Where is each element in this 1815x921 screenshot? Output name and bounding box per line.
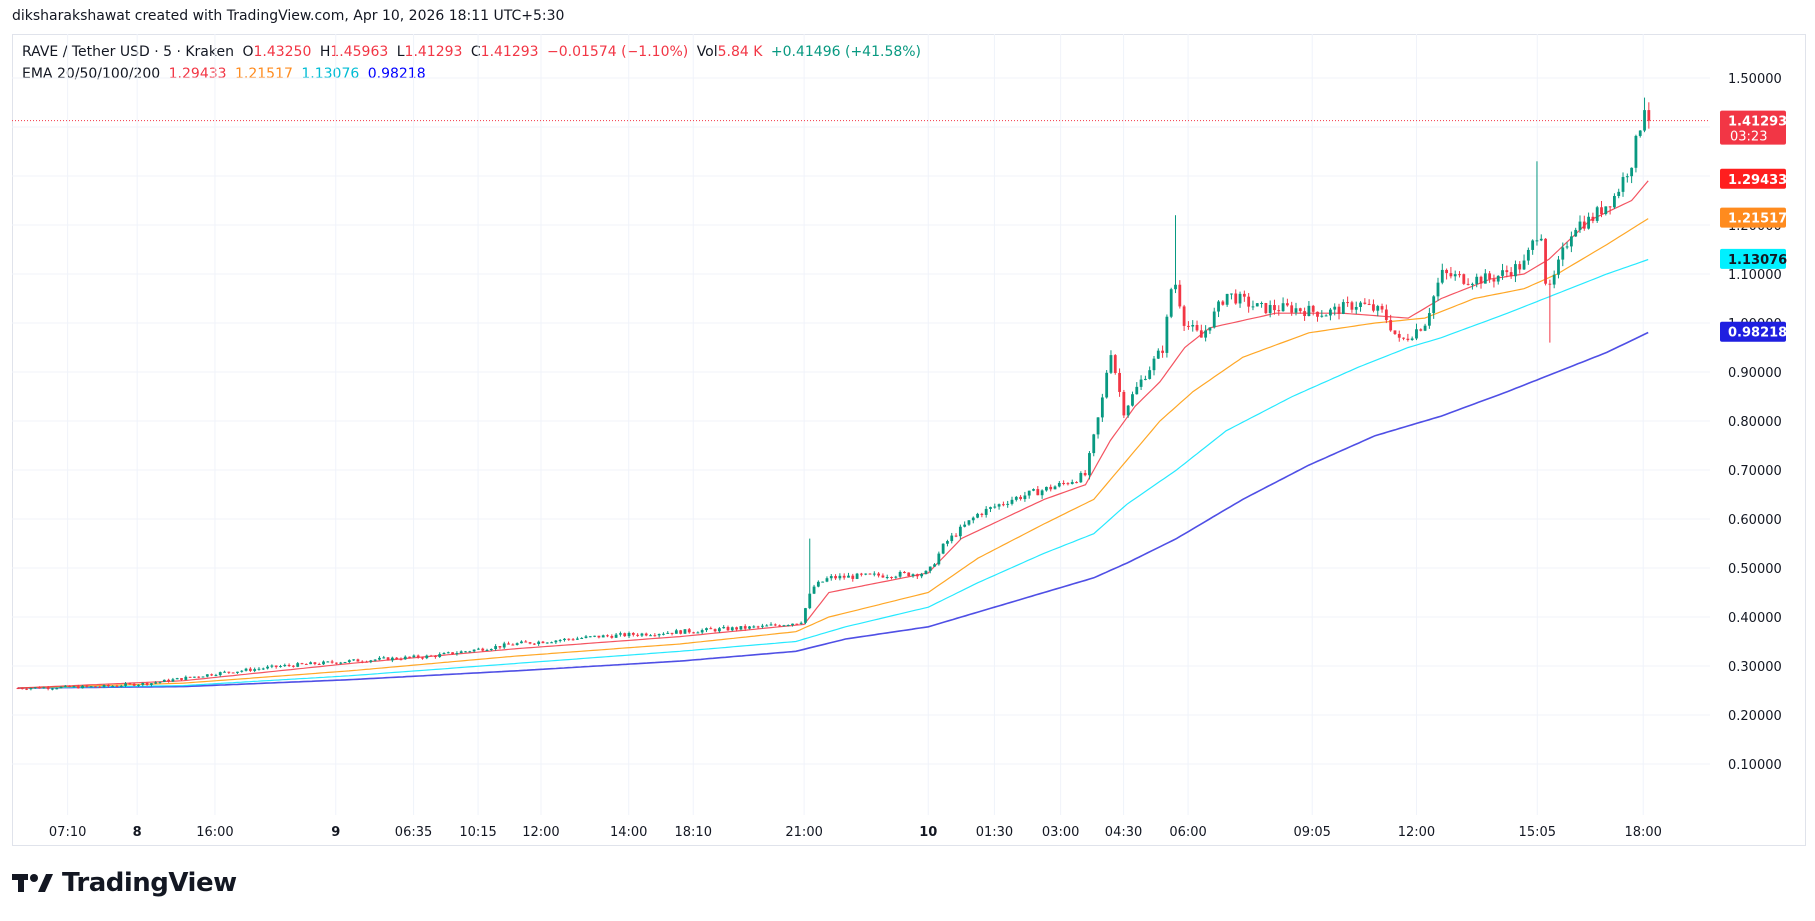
low-value: 1.41293 — [404, 44, 463, 60]
chart-credit: diksharakshawat created with TradingView… — [12, 8, 565, 24]
ema-legend: EMA 20/50/100/200 1.29433 1.21517 1.1307… — [22, 66, 430, 82]
ema-label[interactable]: EMA 20/50/100/200 — [22, 66, 161, 82]
ema50-value: 1.21517 — [235, 66, 293, 82]
symbol-legend: RAVE / Tether USD · 5 · Kraken O1.43250 … — [22, 44, 925, 60]
performance-value: +0.41496 (+41.58%) — [770, 44, 922, 60]
high-label: H — [319, 44, 331, 60]
symbol-title[interactable]: RAVE / Tether USD · 5 · Kraken — [22, 44, 234, 60]
ema200-value: 0.98218 — [367, 66, 426, 82]
low-label: L — [396, 44, 405, 60]
volume-value: 5.84 K — [717, 44, 763, 60]
volume-label: Vol — [696, 44, 718, 60]
tradingview-wordmark: TradingView — [62, 868, 237, 898]
ema100-value: 1.13076 — [301, 66, 360, 82]
chart-frame[interactable] — [12, 34, 1806, 846]
high-value: 1.45963 — [330, 44, 389, 60]
open-value: 1.43250 — [253, 44, 312, 60]
tradingview-icon — [12, 874, 53, 892]
close-label: C — [470, 44, 481, 60]
open-label: O — [242, 44, 254, 60]
close-value: 1.41293 — [480, 44, 539, 60]
ema20-value: 1.29433 — [168, 66, 227, 82]
tradingview-logo: TradingView — [12, 868, 237, 898]
change-value: −0.01574 (−1.10%) — [547, 44, 689, 60]
